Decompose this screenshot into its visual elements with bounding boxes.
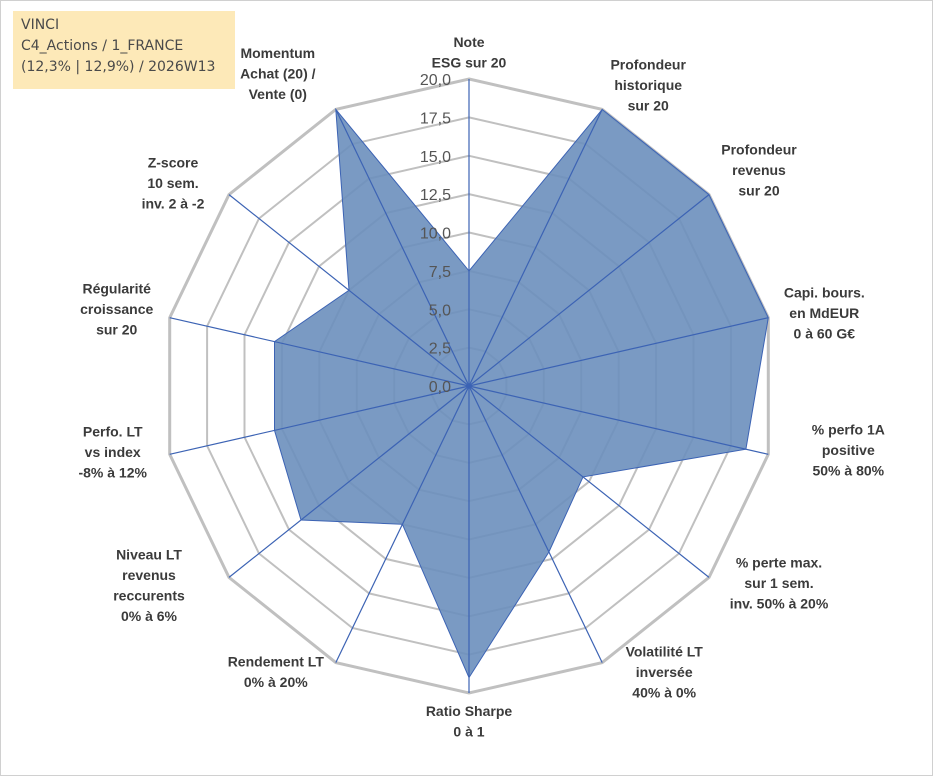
tick-label: 0,0 — [429, 379, 451, 396]
axis-spoke-11 — [169, 385, 470, 455]
axis-spoke-4 — [468, 317, 769, 387]
tick-label: 7,5 — [429, 264, 451, 281]
tick-label: 10,0 — [420, 226, 451, 243]
axis-spoke-14 — [335, 109, 470, 387]
axis-label-4: Capi. bours. en MdEUR 0 à 60 G€ — [784, 285, 865, 342]
axis-spoke-10 — [228, 385, 470, 578]
axis-label-14: Momentum Achat (20) / Vente (0) — [240, 45, 316, 102]
axis-spoke-3 — [468, 194, 710, 387]
axis-label-8: Ratio Sharpe 0 à 1 — [426, 703, 513, 740]
axis-spoke-12 — [169, 317, 470, 387]
axis-spoke-13 — [228, 194, 470, 387]
axis-spoke-6 — [468, 385, 710, 578]
info-performance-week: (12,3% | 12,9%) / 2026W13 — [21, 59, 216, 75]
info-box: VINCI C4_Actions / 1_FRANCE (12,3% | 12,… — [13, 11, 235, 89]
tick-label: 2,5 — [429, 341, 451, 358]
axis-spoke-9 — [335, 385, 470, 663]
axis-label-11: Perfo. LT vs index -8% à 12% — [78, 423, 147, 480]
tick-label: 15,0 — [420, 149, 451, 166]
axis-label-9: Rendement LT 0% à 20% — [228, 654, 325, 691]
axis-label-5: % perfo 1A positive 50% à 80% — [812, 421, 885, 478]
axis-label-12: Régularité croissance sur 20 — [80, 281, 153, 338]
axis-spoke-2 — [468, 109, 603, 387]
axis-label-10: Niveau LT revenus reccurents 0% à 6% — [113, 546, 185, 624]
axis-label-7: Volatilité LT inversée 40% à 0% — [626, 644, 704, 701]
series-area — [274, 107, 769, 679]
tick-label: 20,0 — [420, 72, 451, 89]
tick-label: 17,5 — [420, 110, 451, 127]
axis-spoke-5 — [468, 385, 769, 455]
axis-label-6: % perte max. sur 1 sem. inv. 50% à 20% — [730, 554, 829, 611]
info-company-name: VINCI — [21, 17, 60, 33]
axis-spoke-7 — [468, 385, 603, 663]
tick-label: 12,5 — [420, 187, 451, 204]
info-portfolio: C4_Actions / 1_FRANCE — [21, 38, 184, 54]
axis-label-2: Profondeur historique sur 20 — [610, 56, 686, 113]
tick-label: 5,0 — [429, 302, 451, 319]
axis-label-13: Z-score 10 sem. inv. 2 à -2 — [142, 155, 205, 212]
axis-label-3: Profondeur revenus sur 20 — [721, 142, 797, 199]
axis-label-1: Note ESG sur 20 — [432, 34, 507, 71]
